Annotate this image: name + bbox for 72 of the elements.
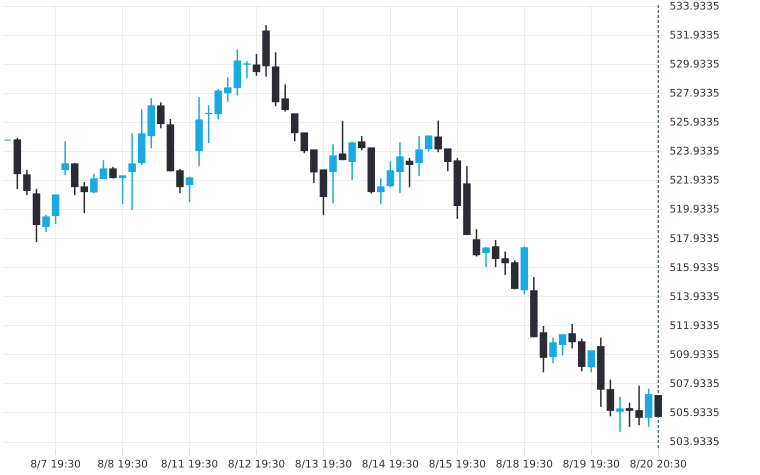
candlestick	[281, 84, 289, 112]
candlestick	[606, 378, 614, 418]
y-tick-label: 517.9335	[670, 232, 720, 245]
candlestick	[549, 336, 557, 364]
candlestick	[252, 53, 260, 76]
candlestick	[128, 132, 136, 211]
candlestick	[338, 120, 346, 161]
y-tick-label: 509.9335	[670, 348, 720, 361]
candlestick	[118, 175, 126, 205]
candlestick	[186, 176, 194, 203]
candlestick	[377, 177, 385, 205]
y-tick-label: 511.9335	[670, 320, 720, 332]
candlestick	[434, 120, 442, 153]
y-tick-label: 513.9335	[670, 290, 720, 303]
y-tick-label: 515.9335	[670, 262, 720, 274]
candlestick	[588, 350, 596, 374]
candlestick	[482, 246, 490, 268]
y-tick-label: 529.9335	[670, 58, 720, 71]
y-tick-label: 533.9335	[670, 0, 720, 12]
candlestick	[109, 166, 117, 180]
x-tick-label: 8/18 19:30	[496, 458, 553, 470]
candlestick	[568, 323, 576, 350]
candlestick	[42, 214, 50, 233]
y-tick-label: 503.9335	[670, 436, 720, 448]
candlestick	[501, 250, 509, 276]
candlestick	[472, 228, 480, 258]
x-tick-label: 8/8 19:30	[97, 458, 148, 470]
candlestick	[424, 135, 432, 152]
x-tick-label: 8/14 19:30	[362, 458, 419, 470]
candlestick	[61, 140, 69, 176]
y-tick-label: 519.9335	[670, 204, 720, 216]
candlestick	[396, 141, 404, 194]
candlestick	[415, 135, 423, 177]
x-tick-label: 8/20 20:30	[630, 458, 687, 470]
candlestick	[635, 384, 643, 426]
candlestick	[80, 181, 88, 214]
candlestick	[176, 168, 184, 194]
y-tick-label: 507.9335	[670, 378, 720, 390]
candlestick	[290, 113, 298, 142]
candlestick	[90, 173, 98, 194]
candlestick	[100, 159, 108, 180]
candlestick	[386, 160, 394, 188]
candlestick	[444, 148, 452, 172]
candlestick	[626, 402, 634, 428]
candlestick	[348, 140, 356, 181]
candlestick	[224, 76, 232, 102]
x-tick-label: 8/19 19:30	[562, 458, 620, 470]
candlestick	[23, 169, 31, 196]
candlestick	[329, 143, 337, 204]
y-tick-label: 521.9335	[670, 174, 720, 187]
candlestick	[358, 135, 366, 151]
candlestick	[558, 334, 566, 356]
candlestick	[310, 149, 318, 184]
x-tick-label: 8/11 19:30	[160, 458, 218, 470]
x-tick-label: 8/7 19:30	[30, 458, 81, 470]
candlestick	[70, 162, 78, 196]
candlestick	[300, 132, 308, 154]
y-tick-label: 527.9335	[670, 88, 720, 100]
y-tick-label: 525.9335	[670, 116, 720, 129]
candlestick	[214, 88, 222, 120]
candlestick	[52, 194, 60, 225]
candlestick	[644, 388, 652, 428]
candlestick	[492, 239, 500, 268]
candlestick	[616, 396, 624, 433]
candlestick	[406, 157, 414, 188]
candlestick	[157, 102, 165, 130]
x-tick-label: 8/15 19:30	[428, 458, 486, 470]
y-tick-label: 531.9335	[670, 30, 720, 42]
y-tick-label: 505.9335	[670, 406, 720, 419]
x-tick-label: 8/12 19:30	[228, 458, 286, 470]
y-tick-label: 523.9335	[670, 146, 720, 158]
x-tick-label: 8/13 19:30	[294, 458, 352, 470]
